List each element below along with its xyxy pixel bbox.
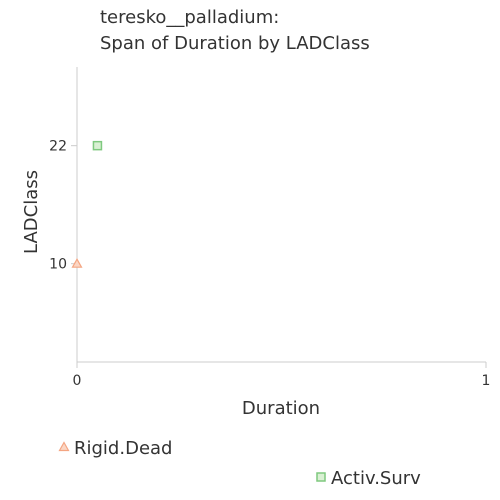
legend-item: Rigid.Dead bbox=[58, 438, 172, 459]
chart-title-line-1: teresko__palladium: bbox=[100, 7, 280, 28]
legend-marker-square bbox=[316, 472, 326, 482]
y-axis-ticks: 10 22 bbox=[49, 139, 77, 273]
y-tick-label: 10 bbox=[49, 257, 67, 273]
x-tick-label: 1 bbox=[482, 373, 491, 389]
legend: Rigid.Dead Activ.Surv bbox=[58, 438, 421, 489]
legend-item: Activ.Surv bbox=[316, 468, 421, 489]
data-point-triangle bbox=[71, 257, 83, 268]
legend-marker-triangle bbox=[58, 441, 70, 452]
legend-label: Activ.Surv bbox=[331, 468, 421, 489]
x-tick-label: 0 bbox=[73, 373, 82, 389]
y-tick-label: 22 bbox=[49, 139, 67, 155]
chart-title-line-2: Span of Duration by LADClass bbox=[100, 33, 370, 54]
data-points bbox=[71, 140, 103, 268]
y-axis-label: LADClass bbox=[21, 170, 42, 254]
data-point-square bbox=[92, 140, 103, 151]
legend-label: Rigid.Dead bbox=[74, 438, 172, 459]
x-axis-label: Duration bbox=[242, 398, 320, 419]
